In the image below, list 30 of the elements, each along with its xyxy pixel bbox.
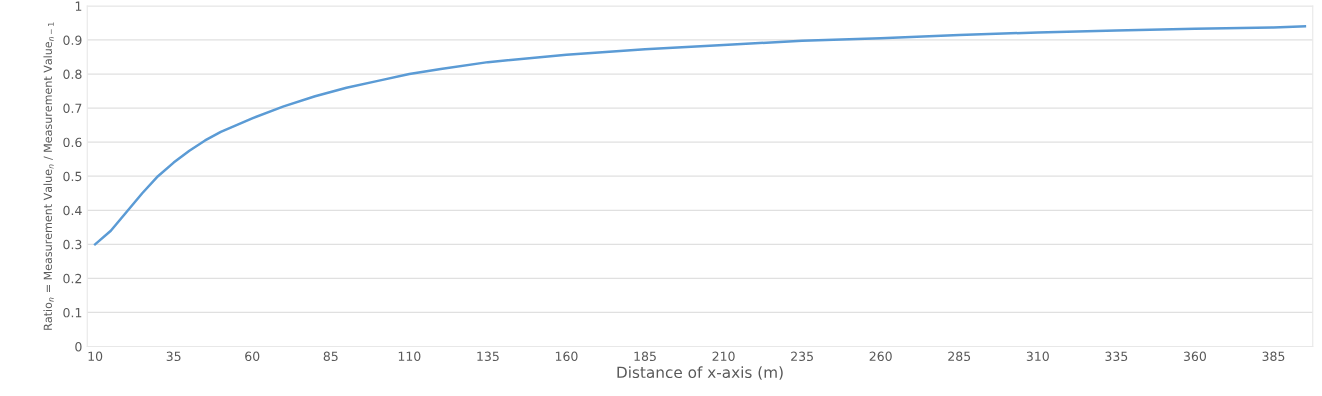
y-tick-label: 0.4 xyxy=(63,205,82,216)
y-tick-label: 0.5 xyxy=(63,171,82,182)
x-tick-label: 85 xyxy=(323,351,338,362)
x-tick-label: 60 xyxy=(245,351,260,362)
x-tick-label: 35 xyxy=(166,351,181,362)
x-tick-label: 185 xyxy=(634,351,656,362)
x-tick-label: 310 xyxy=(1026,351,1049,362)
x-tick-label: 385 xyxy=(1262,351,1285,362)
x-tick-label: 135 xyxy=(477,351,499,362)
x-tick-label: 260 xyxy=(869,351,892,362)
x-tick-label: 110 xyxy=(398,351,421,362)
x-tick-label: 210 xyxy=(712,351,735,362)
x-tick-label: 285 xyxy=(948,351,971,362)
y-tick-label: 0.8 xyxy=(63,69,82,79)
x-axis-title: Distance of x-axis (m) xyxy=(617,366,783,380)
x-tick-label: 335 xyxy=(1105,351,1128,362)
x-tick-label: 10 xyxy=(88,351,103,362)
x-tick-label: 235 xyxy=(791,351,813,362)
y-tick-label: 0.2 xyxy=(63,273,82,284)
line-series xyxy=(93,25,1307,246)
y-axis-title: Ratio$_{n}$ = Measurement Value$_{n}$ / Measurement Value$_{n−1}$ xyxy=(43,22,54,330)
y-tick-label: 1 xyxy=(75,1,82,11)
y-tick-label: 0 xyxy=(75,341,82,352)
y-tick-label: 0.6 xyxy=(63,137,82,148)
y-tick-label: 0.7 xyxy=(63,103,82,114)
y-tick-label: 0.3 xyxy=(63,239,82,250)
x-tick-label: 360 xyxy=(1183,351,1207,362)
y-tick-label: 0.9 xyxy=(63,35,82,45)
y-tick-label: 0.1 xyxy=(63,307,82,318)
x-tick-label: 160 xyxy=(555,351,578,362)
